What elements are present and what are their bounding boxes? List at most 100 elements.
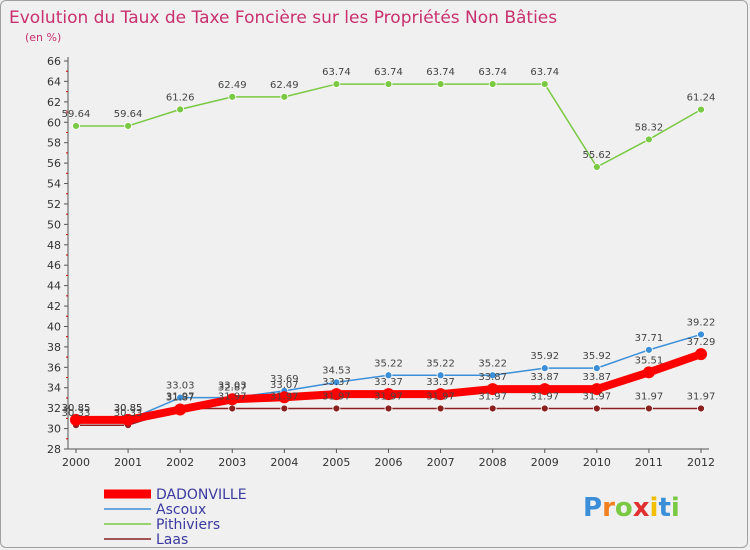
data-label-pithiviers: 61.26 [166, 92, 195, 103]
data-point-ascoux [645, 345, 653, 354]
data-label-laas: 31.97 [166, 391, 195, 402]
data-label-laas: 31.97 [583, 391, 612, 402]
data-label-laas: 31.97 [478, 391, 507, 402]
data-label-dadonville: 31.87 [166, 392, 195, 403]
data-point-laas [384, 404, 393, 413]
data-label-laas: 31.97 [530, 391, 559, 402]
x-tick-label: 2011 [635, 456, 663, 469]
data-point-dadonville [278, 391, 291, 404]
x-tick-label: 2012 [687, 456, 715, 469]
data-label-ascoux: 35.22 [426, 358, 455, 369]
x-tick-label: 2006 [375, 456, 403, 469]
y-tick-label: 48 [47, 239, 61, 252]
data-point-pithiviers [436, 80, 445, 88]
y-tick-label: 38 [47, 341, 61, 354]
data-point-laas [280, 404, 289, 413]
y-tick-label: 62 [47, 96, 61, 109]
data-label-pithiviers: 63.74 [426, 67, 455, 78]
data-point-dadonville [330, 388, 343, 401]
data-label-pithiviers: 63.74 [322, 67, 351, 78]
x-tick-label: 2009 [531, 456, 559, 469]
logo-letter: P [583, 493, 602, 523]
logo-letter: i [650, 493, 659, 523]
chart-title: Evolution du Taux de Taxe Foncière sur l… [9, 8, 557, 28]
data-label-laas: 31.97 [218, 391, 247, 402]
data-label-ascoux: 37.71 [635, 333, 664, 344]
data-point-ascoux [540, 364, 549, 373]
y-tick-label: 30 [47, 423, 61, 436]
x-tick-label: 2007 [427, 456, 455, 469]
data-labels: 30.85 30.85 31.87 32.87 33.07 33.37 33.37 33.37… [62, 67, 716, 419]
y-tick-label: 28 [47, 443, 61, 456]
y-tick-label: 44 [47, 280, 61, 293]
logo-letter: i [671, 493, 680, 523]
x-tick-label: 2004 [270, 456, 298, 469]
data-label-laas: 30.33 [114, 408, 143, 419]
data-label-dadonville: 30.85 [62, 403, 91, 414]
y-tick-label: 56 [47, 157, 61, 170]
data-label-laas: 31.97 [635, 391, 664, 402]
data-label-ascoux: 34.53 [322, 365, 351, 376]
data-point-laas [540, 404, 549, 413]
data-point-dadonville [642, 366, 655, 379]
x-tick-label: 2010 [583, 456, 611, 469]
data-point-laas [592, 404, 601, 413]
legend-label-dadonville: DADONVILLE [156, 487, 247, 503]
data-point-dadonville [382, 388, 395, 401]
data-point-pithiviers [332, 80, 341, 88]
data-label-dadonville: 33.37 [322, 377, 351, 388]
legend-label-pithiviers: Pithiviers [156, 517, 220, 533]
y-tick-label: 40 [47, 320, 61, 333]
data-label-pithiviers: 59.64 [62, 109, 91, 120]
data-label-ascoux: 33.69 [270, 374, 299, 385]
data-point-pithiviers [540, 80, 549, 88]
data-point-dadonville [538, 383, 551, 396]
data-point-dadonville [70, 413, 82, 426]
data-label-laas: 31.97 [687, 391, 716, 402]
data-label-dadonville: 33.07 [270, 380, 299, 391]
data-label-ascoux: 35.22 [478, 358, 507, 369]
data-label-laas: 31.97 [270, 391, 299, 402]
data-point-ascoux [488, 371, 497, 380]
x-tick-label: 2000 [62, 456, 90, 469]
data-point-ascoux [592, 364, 601, 373]
data-point-pithiviers [124, 122, 132, 130]
data-label-ascoux: 35.92 [583, 351, 612, 362]
data-point-pithiviers [228, 92, 237, 101]
data-point-pithiviers [72, 122, 80, 130]
data-point-ascoux [176, 393, 185, 402]
y-tick-label: 36 [47, 361, 61, 374]
data-label-dadonville: 37.29 [687, 337, 716, 348]
data-label-dadonville: 33.87 [478, 372, 507, 383]
data-point-pithiviers [592, 163, 601, 171]
y-tick-label: 42 [47, 300, 61, 313]
logo-letter: r [602, 493, 615, 523]
legend-label-laas: Laas [156, 532, 188, 548]
data-point-pithiviers [280, 92, 289, 101]
data-point-dadonville [695, 348, 707, 361]
x-tick-label: 2002 [166, 456, 194, 469]
y-tick-label: 54 [47, 178, 61, 191]
logo-letter: t [658, 493, 670, 523]
data-point-ascoux [697, 330, 705, 339]
data-label-laas: 30.33 [62, 408, 91, 419]
data-point-ascoux [332, 378, 341, 387]
logo-letter: o [615, 493, 633, 523]
data-label-dadonville: 33.87 [583, 372, 612, 383]
data-point-laas [697, 404, 705, 413]
data-point-dadonville [226, 393, 239, 406]
data-point-dadonville [174, 403, 187, 416]
data-label-pithiviers: 61.24 [687, 93, 716, 104]
data-label-ascoux: 35.92 [530, 351, 559, 362]
data-label-pithiviers: 63.74 [374, 67, 403, 78]
data-point-pithiviers [488, 80, 497, 88]
data-point-pithiviers [176, 105, 185, 114]
data-label-ascoux: 33.03 [166, 381, 195, 392]
data-point-dadonville [122, 413, 135, 426]
data-label-pithiviers: 59.64 [114, 109, 143, 120]
data-point-dadonville [486, 383, 499, 396]
legend-label-ascoux: Ascoux [156, 502, 206, 518]
data-point-laas [645, 404, 653, 413]
